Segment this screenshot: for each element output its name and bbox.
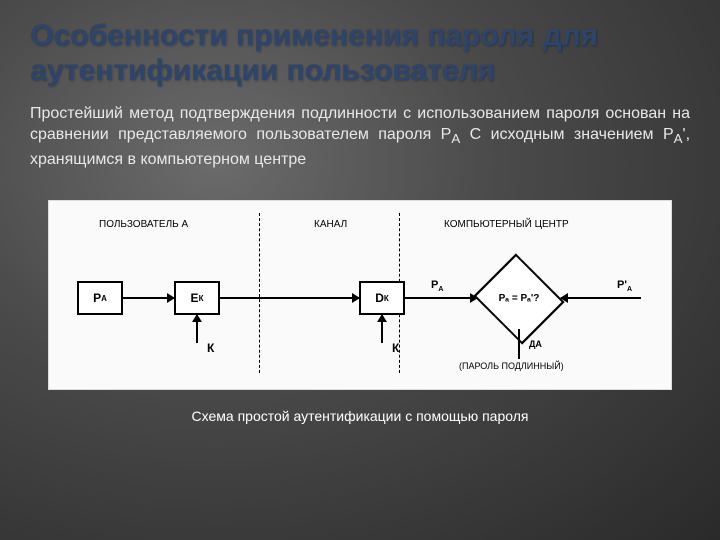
label-pa-mid: РА: [431, 279, 443, 293]
conn-ek-dk: [220, 297, 359, 299]
arrow-k1: [196, 315, 198, 343]
label-result: (ПАРОЛЬ ПОДЛИННЫЙ): [459, 361, 564, 371]
diamond-text: Рₐ = Рₐ'?: [479, 293, 559, 304]
box-ek-label: Е: [191, 291, 199, 305]
label-k1: К: [207, 341, 214, 355]
conn-paprime-in: [561, 297, 641, 299]
label-da: ДА: [529, 339, 542, 349]
divider-1: [259, 213, 260, 373]
box-pa-sub: А: [101, 294, 107, 303]
body-sub1: А: [451, 132, 460, 147]
body-sub2: А: [674, 132, 683, 147]
conn-pa-ek: [123, 297, 174, 299]
label-paprime: Р'А: [617, 279, 632, 293]
decision-diamond: Рₐ = Рₐ'?: [489, 269, 549, 329]
label-paprime-sub: А: [627, 286, 632, 293]
conn-diamond-down: [518, 329, 520, 359]
label-user-section: ПОЛЬЗОВАТЕЛЬ А: [99, 219, 188, 230]
label-center-section: КОМПЬЮТЕРНЫЙ ЦЕНТР: [444, 219, 569, 230]
auth-diagram: ПОЛЬЗОВАТЕЛЬ А КАНАЛ КОМПЬЮТЕРНЫЙ ЦЕНТР …: [48, 200, 672, 390]
conn-dk-diamond: [405, 297, 477, 299]
box-pa: РА: [77, 281, 123, 315]
box-dk-sub: К: [384, 294, 389, 303]
box-dk-label: D: [375, 291, 384, 305]
diagram-caption: Схема простой аутентификации с помощью п…: [30, 408, 690, 424]
box-dk: DК: [359, 281, 405, 315]
arrow-k2: [381, 315, 383, 343]
label-pa-mid-sub: А: [438, 286, 443, 293]
label-k2: К: [392, 341, 399, 355]
box-ek-sub: К: [199, 294, 204, 303]
box-ek: ЕК: [174, 281, 220, 315]
slide-title: Особенности применения пароля для аутент…: [30, 18, 690, 89]
slide-body: Простейший метод подтверждения подлиннос…: [30, 103, 690, 170]
label-channel-section: КАНАЛ: [314, 219, 347, 230]
label-paprime-main: Р': [617, 279, 627, 291]
box-pa-label: Р: [93, 291, 101, 305]
body-part2: С исходным значением Р: [460, 126, 673, 143]
